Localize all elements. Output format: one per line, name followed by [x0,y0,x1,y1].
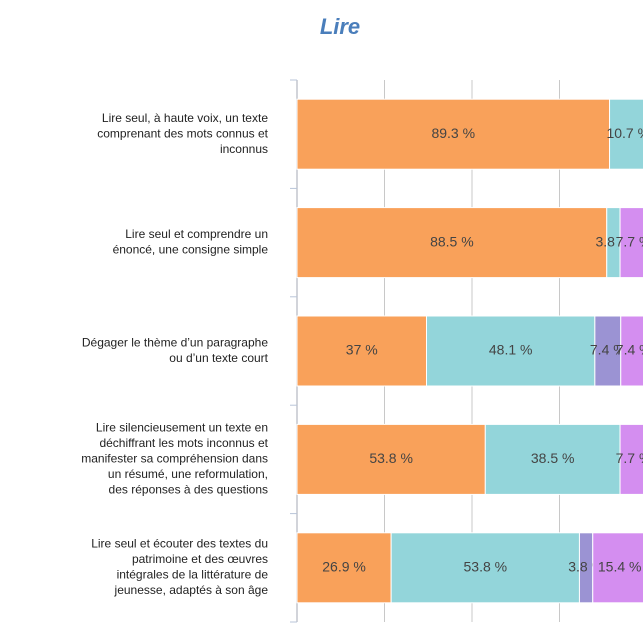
value-label: 53.8 % [464,559,508,575]
category-label: intégrales de la littérature de [117,568,269,582]
category-label: Dégager le thème d’un paragraphe [82,335,268,349]
category-label: des réponses à des questions [109,483,268,497]
category-label: jeunesse, adaptés à son âge [114,583,269,597]
category-label: inconnus [220,142,268,156]
value-label: 37 % [346,342,378,358]
bar-segment [619,423,643,495]
category-label: un résumé, une reformulation, [108,467,268,481]
bar-segment [296,423,486,495]
value-label: 48.1 % [489,342,533,358]
chart-title: Lire [320,14,360,39]
value-label: 26.9 % [322,559,366,575]
bar-segment [592,532,643,604]
value-label: 7.7 % [616,450,643,466]
value-label: 53.8 % [369,450,413,466]
category-label: Lire seul et écouter des textes du [91,537,268,551]
category-label: patrimoine et des œuvres [132,552,268,566]
category-label: déchiffrant les mots inconnus et [99,436,268,450]
category-label: Lire silencieusement un texte en [96,421,268,435]
value-label: 7.7 % [616,233,643,249]
category-label: manifester sa compréhension dans [81,452,268,466]
value-label: 10.7 % [606,125,643,141]
value-label: 89.3 % [431,125,475,141]
bar-segment [620,315,643,387]
category-label: ou d’un texte court [169,351,268,365]
value-label: 7.4 % [616,342,643,358]
bar-segment [296,532,392,604]
bar-segment [594,315,622,387]
value-label: 38.5 % [531,450,575,466]
bar-segment [390,532,580,604]
bar-segment [296,98,611,170]
category-label: Lire seul et comprendre un [125,227,268,241]
value-label: 88.5 % [430,233,474,249]
value-label: 7.4 % [590,342,626,358]
bar-segment [296,315,427,387]
value-label: 15.4 % [598,559,642,575]
bar-segment [619,207,643,279]
category-label: Lire seul, à haute voix, un texte [102,111,268,125]
category-label: comprenant des mots connus et [97,126,268,140]
category-label: énoncé, une consigne simple [113,243,269,257]
bar-segment [609,98,643,170]
